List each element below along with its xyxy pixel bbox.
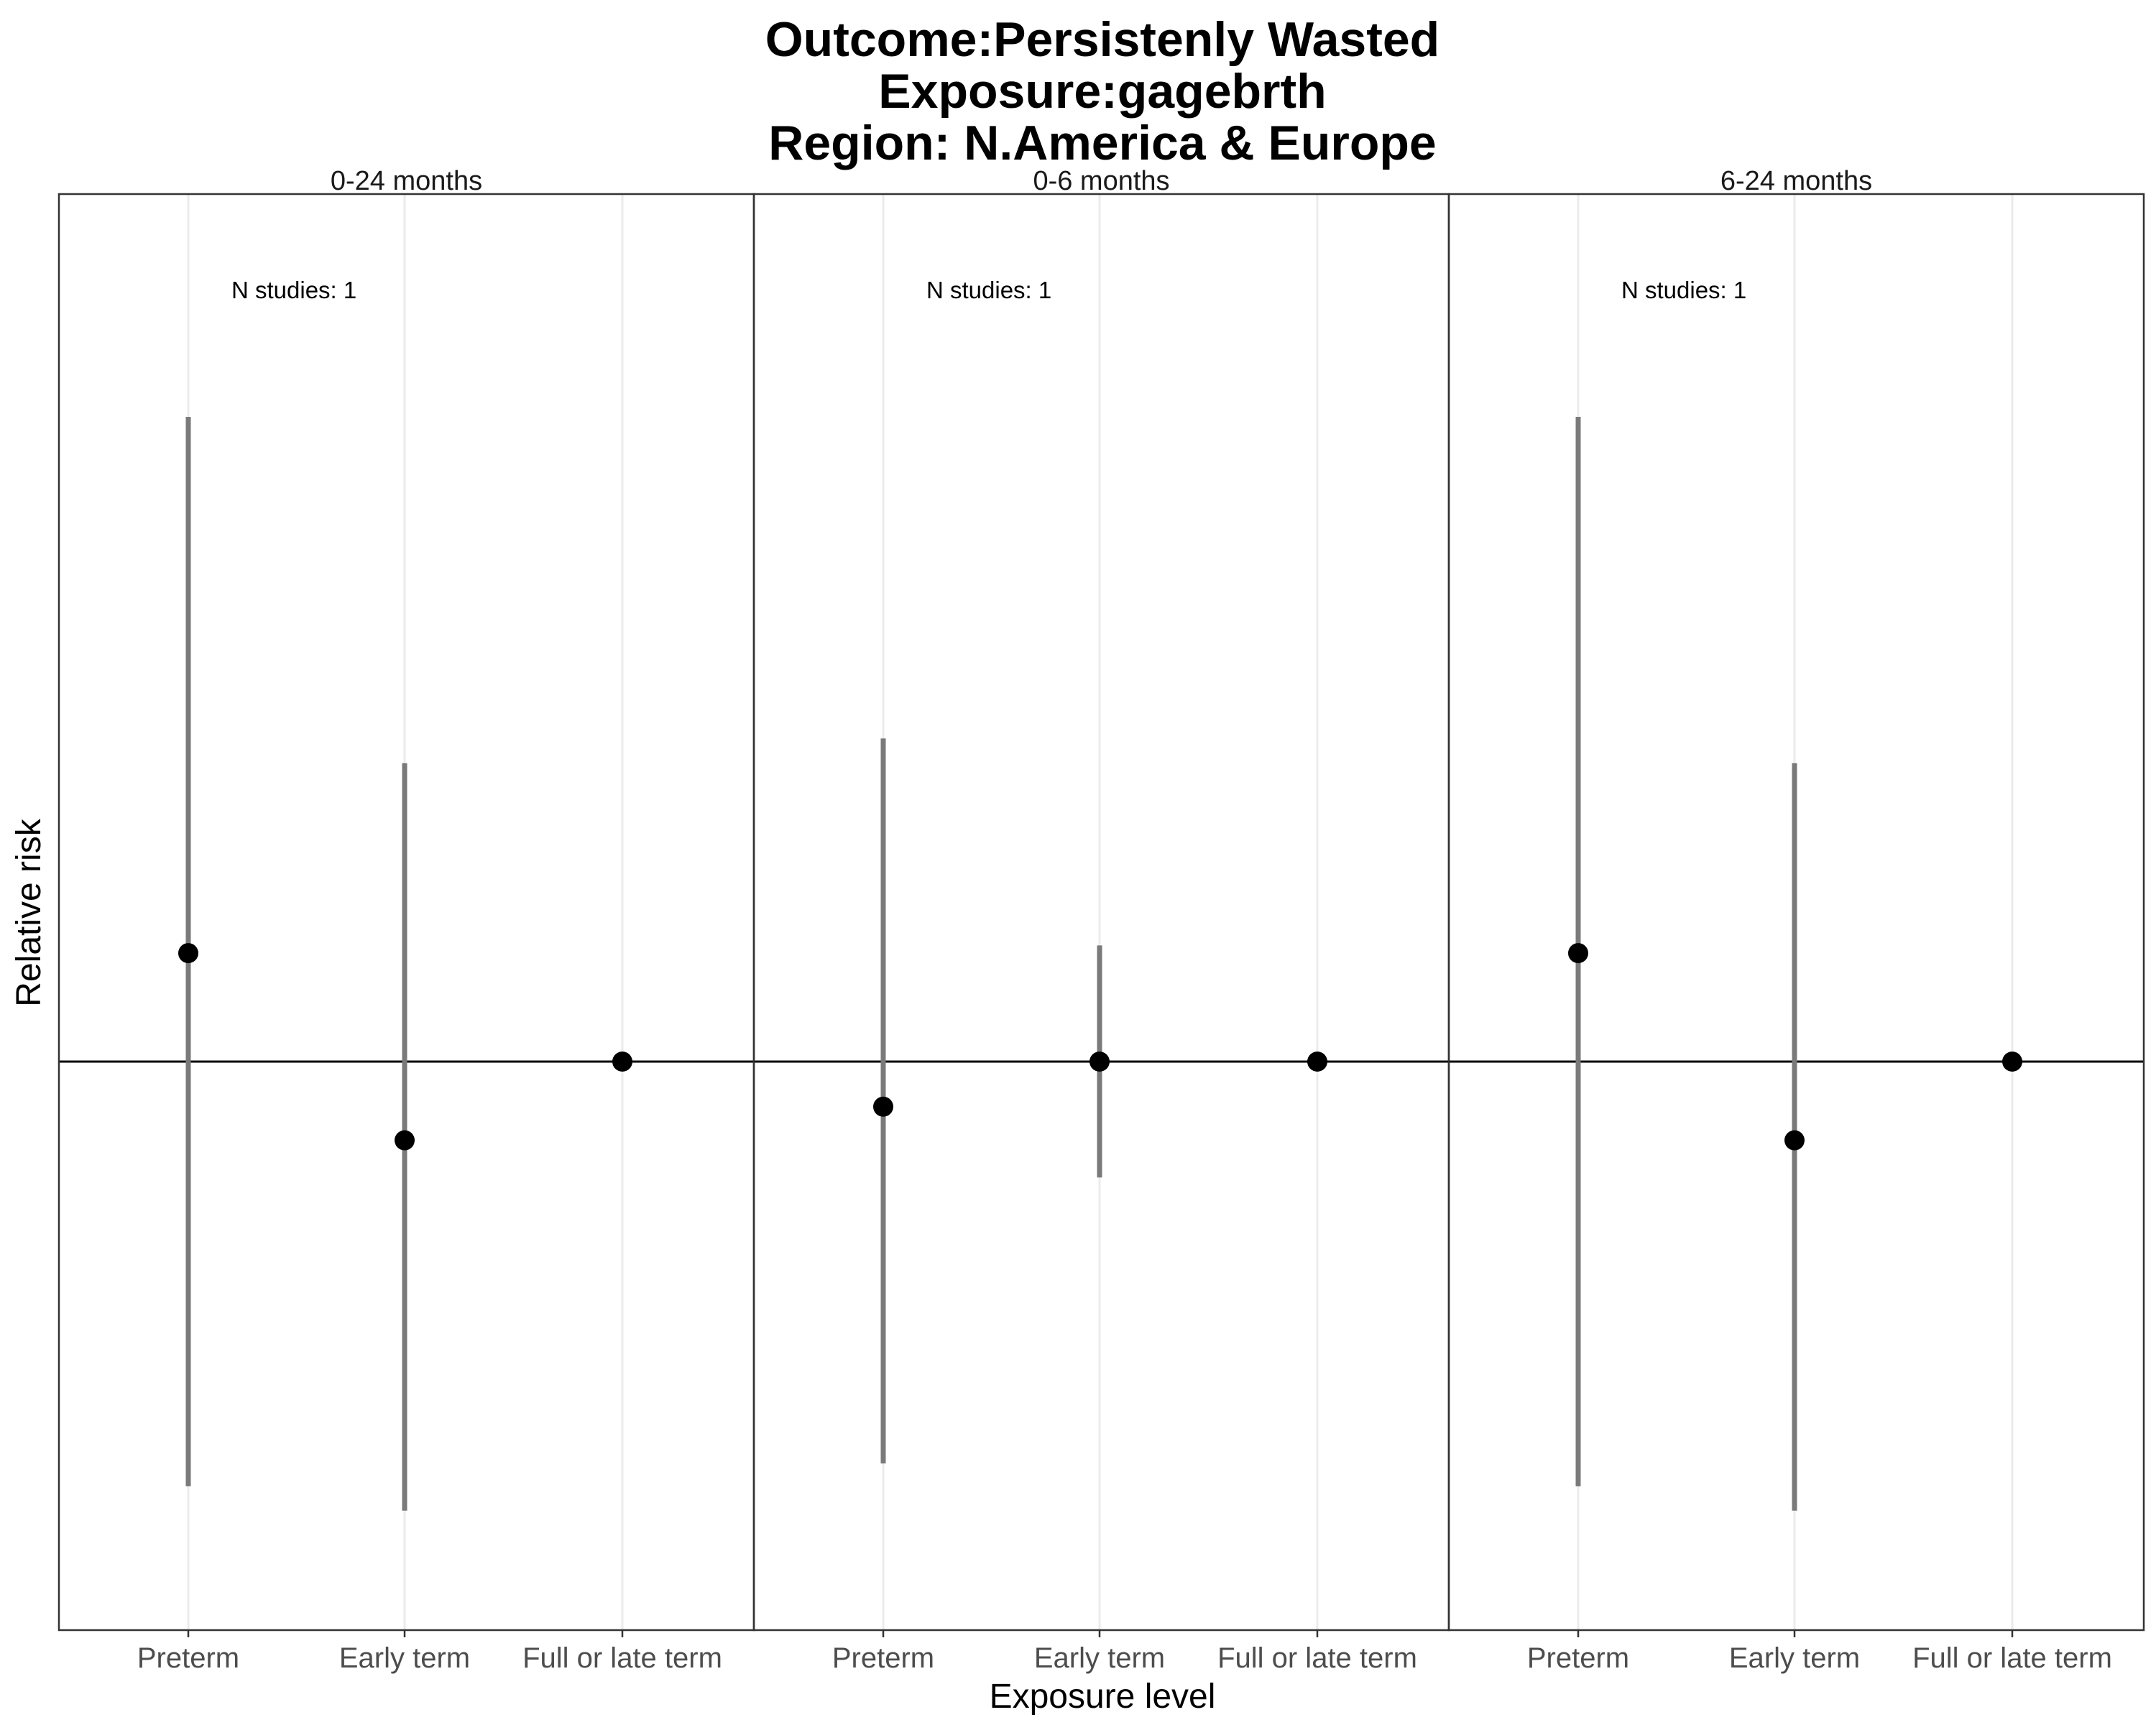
x-tick-label: Full or late term <box>1217 1642 1417 1674</box>
title-line-1: Outcome:Persistenly Wasted <box>765 12 1439 67</box>
facet-label: 6-24 months <box>1720 166 1872 196</box>
y-axis-title: Relative risk <box>10 818 48 1006</box>
x-tick-label: Full or late term <box>522 1642 722 1674</box>
point <box>1568 943 1588 964</box>
x-axis-title: Exposure level <box>990 1678 1216 1716</box>
n-studies-annotation: N studies: 1 <box>1621 277 1746 303</box>
panel-border <box>752 193 1450 1632</box>
point <box>2002 1052 2022 1072</box>
n-studies-annotation: N studies: 1 <box>926 277 1051 303</box>
x-tick-label: Early term <box>1034 1642 1165 1674</box>
facet-label: 0-6 months <box>1033 166 1169 196</box>
panel-1: 0-6 months N studies: 1 Preterm Early term F… <box>752 166 1450 1674</box>
point <box>612 1052 632 1072</box>
title-line-3: Region: N.America & Europe <box>768 116 1437 170</box>
chart-title: Outcome:Persistenly Wasted Exposure:gage… <box>765 12 1439 170</box>
n-studies-annotation: N studies: 1 <box>231 277 356 303</box>
panel-2: 6-24 months N studies: 1 Preterm Early term… <box>1447 166 2145 1674</box>
x-tick-label: Full or late term <box>1912 1642 2112 1674</box>
panel-0: 0-24 months N studies: 1 Preterm Early term… <box>57 166 755 1674</box>
x-tick-label: Preterm <box>137 1642 239 1674</box>
x-tick-label: Preterm <box>832 1642 934 1674</box>
x-tick-label: Early term <box>1729 1642 1860 1674</box>
x-tick-label: Early term <box>339 1642 470 1674</box>
panel-border <box>1447 193 2145 1632</box>
point <box>1089 1052 1110 1072</box>
panels: 0-24 months N studies: 1 Preterm Early term… <box>57 166 2145 1674</box>
title-line-2: Exposure:gagebrth <box>878 64 1326 119</box>
x-tick-label: Preterm <box>1527 1642 1629 1674</box>
point <box>395 1130 415 1151</box>
point <box>1784 1130 1805 1151</box>
point <box>178 943 198 964</box>
point <box>1307 1052 1327 1072</box>
facet-label: 0-24 months <box>331 166 482 196</box>
point <box>873 1096 893 1117</box>
